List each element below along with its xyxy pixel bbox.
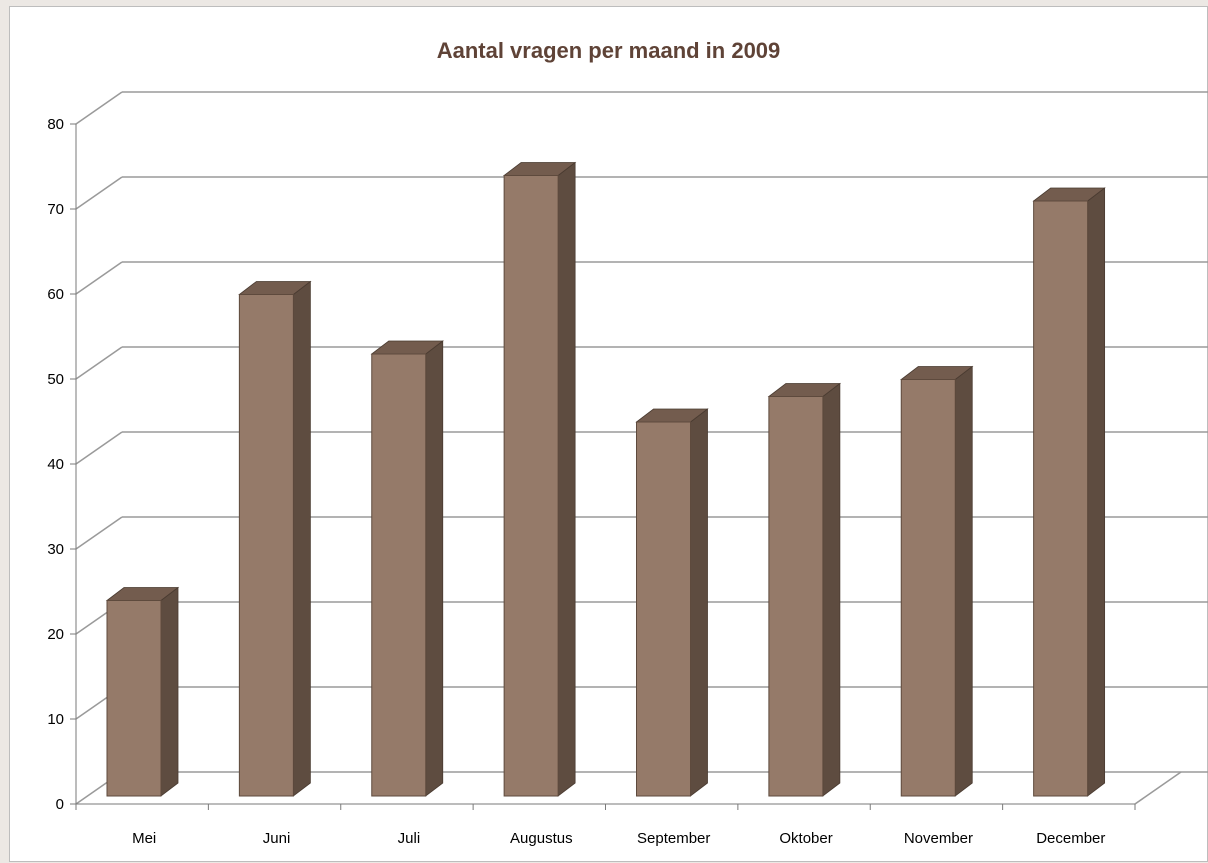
bar	[371, 353, 427, 797]
bar	[1033, 200, 1089, 797]
bar	[636, 421, 691, 797]
gridline-diagonal	[75, 176, 123, 210]
bar-side	[160, 586, 179, 797]
y-tick-label: 30	[47, 541, 64, 558]
bar-side	[1087, 187, 1106, 797]
x-tick-label: September	[637, 830, 710, 847]
x-tick-label: Augustus	[510, 830, 573, 847]
bars	[105, 161, 1106, 797]
y-tick-label: 40	[47, 456, 64, 473]
labels: 0 10 20 30 40 50 60 70 80 Mei Juni Juli Augustus Sept…	[47, 116, 1105, 847]
gridline-diagonal	[75, 516, 123, 550]
gridline-diagonal	[75, 261, 123, 295]
x-tick-label: Oktober	[779, 830, 832, 847]
bar	[503, 175, 559, 797]
y-tick-label: 10	[47, 711, 64, 728]
x-tick-label: Juni	[263, 830, 291, 847]
bar	[106, 600, 162, 797]
bar-side	[292, 280, 311, 797]
y-tick-label: 20	[47, 626, 64, 643]
y-tick-label: 70	[47, 201, 64, 218]
gridline-diagonal	[75, 91, 123, 125]
y-tick-label: 50	[47, 371, 64, 388]
bar-side	[822, 382, 841, 797]
chart-title: Aantal vragen per maand in 2009	[436, 38, 781, 63]
chart-frame: Aantal vragen per maand in 2009 0 10 20 30 4…	[9, 6, 1208, 862]
bar-side	[690, 408, 708, 797]
bar	[768, 396, 824, 797]
x-tick-label: Mei	[132, 830, 156, 847]
x-tick-label: Juli	[398, 830, 421, 847]
bar	[900, 379, 956, 797]
gridline-diagonal	[75, 346, 123, 380]
bar-side	[954, 365, 973, 797]
x-tick-label: November	[904, 830, 973, 847]
gridline-diagonal	[75, 431, 123, 465]
bar-side	[557, 161, 576, 797]
bar	[238, 294, 294, 797]
bar-side	[425, 340, 444, 797]
y-tick-label: 0	[56, 796, 64, 813]
chart-plot: 0 10 20 30 40 50 60 70 80 Mei Juni Juli Augustus Sept…	[47, 91, 1208, 847]
y-tick-label: 80	[47, 116, 64, 133]
floor-right-edge	[1134, 771, 1182, 805]
y-tick-label: 60	[47, 286, 64, 303]
x-tick-label: December	[1036, 830, 1105, 847]
axes	[70, 123, 1182, 810]
